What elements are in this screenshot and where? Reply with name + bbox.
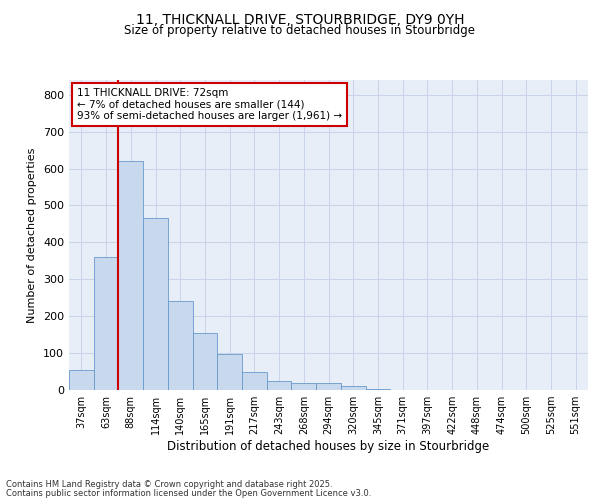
Bar bbox=[118, 161, 143, 390]
Y-axis label: Number of detached properties: Number of detached properties bbox=[28, 148, 37, 322]
Bar bbox=[316, 384, 341, 390]
Bar bbox=[365, 389, 390, 390]
Bar bbox=[267, 381, 292, 390]
Bar bbox=[242, 372, 267, 390]
Bar bbox=[94, 257, 118, 390]
Bar bbox=[69, 370, 94, 390]
Text: 11, THICKNALL DRIVE, STOURBRIDGE, DY9 0YH: 11, THICKNALL DRIVE, STOURBRIDGE, DY9 0Y… bbox=[136, 12, 464, 26]
Text: Contains HM Land Registry data © Crown copyright and database right 2025.: Contains HM Land Registry data © Crown c… bbox=[6, 480, 332, 489]
Bar bbox=[193, 333, 217, 390]
Text: Size of property relative to detached houses in Stourbridge: Size of property relative to detached ho… bbox=[125, 24, 476, 37]
Bar bbox=[217, 354, 242, 390]
Bar bbox=[143, 218, 168, 390]
Text: 11 THICKNALL DRIVE: 72sqm
← 7% of detached houses are smaller (144)
93% of semi-: 11 THICKNALL DRIVE: 72sqm ← 7% of detach… bbox=[77, 88, 342, 121]
Bar bbox=[292, 382, 316, 390]
X-axis label: Distribution of detached houses by size in Stourbridge: Distribution of detached houses by size … bbox=[167, 440, 490, 453]
Text: Contains public sector information licensed under the Open Government Licence v3: Contains public sector information licen… bbox=[6, 488, 371, 498]
Bar bbox=[341, 386, 365, 390]
Bar bbox=[168, 302, 193, 390]
